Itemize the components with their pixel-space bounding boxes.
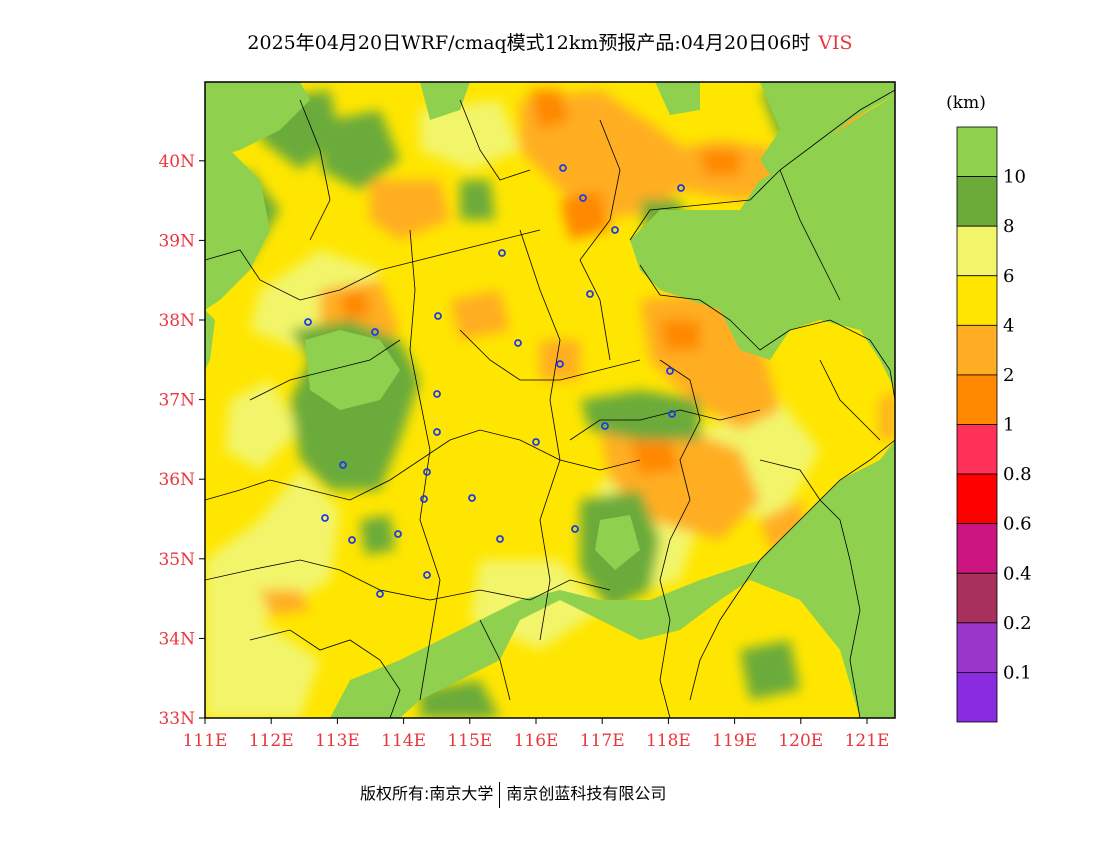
- colorbar-swatch: [956, 225, 998, 277]
- colorbar-label: 0.8: [1003, 464, 1032, 485]
- lon-tick-label: 116E: [514, 731, 559, 751]
- map-title: 2025年04月20日WRF/cmaq模式12km预报产品:04月20日06时 V…: [0, 28, 1100, 55]
- lon-tick-label: 115E: [447, 731, 492, 751]
- copyright-company: 南京创蓝科技有限公司: [506, 784, 667, 803]
- colorbar-swatch: [956, 176, 998, 227]
- colorbar-swatch: [956, 126, 998, 177]
- lon-tick-label: 113E: [315, 731, 360, 751]
- colorbar-label: 2: [1003, 365, 1014, 386]
- colorbar-label: 8: [1003, 216, 1014, 237]
- lat-tick-label: 40N: [158, 152, 195, 172]
- colorbar-label: 4: [1003, 315, 1014, 336]
- lat-tick-label: 35N: [158, 550, 195, 570]
- colorbar-swatch: [956, 672, 998, 723]
- colorbar-label: 1: [1003, 415, 1014, 436]
- colorbar-label: 0.1: [1003, 662, 1032, 683]
- lat-tick-label: 38N: [158, 311, 195, 331]
- colorbar-unit: (km): [946, 93, 986, 113]
- colorbar-label: 0.6: [1003, 514, 1032, 535]
- lon-tick-label: 114E: [381, 731, 426, 751]
- title-text: 2025年04月20日WRF/cmaq模式12km预报产品:04月20日06时: [247, 32, 811, 54]
- lat-tick-label: 39N: [158, 231, 195, 251]
- colorbar-swatch: [956, 473, 998, 525]
- colorbar-label: 6: [1003, 266, 1014, 287]
- colorbar-swatch: [956, 424, 998, 475]
- colorbar-swatch: [956, 374, 998, 425]
- lon-tick-label: 111E: [183, 731, 228, 751]
- lat-tick-label: 33N: [158, 709, 195, 729]
- colorbar-swatch: [956, 572, 998, 624]
- colorbar: 10 8 6 4 2 1 0.8 0.6 0.4 0.2 0.1: [956, 126, 1032, 723]
- lon-tick-label: 112E: [249, 731, 294, 751]
- city-markers: [304, 164, 685, 598]
- sea-area: [330, 95, 895, 718]
- lon-tick-label: 118E: [646, 731, 691, 751]
- colorbar-label: 0.2: [1003, 613, 1032, 634]
- longitude-axis: 111E 112E 113E 114E 115E 116E 117E 118E 119E 120E…: [183, 718, 890, 751]
- latitude-axis: 33N 34N 35N 36N 37N 38N 39N 40N: [158, 152, 205, 729]
- colorbar-swatch: [956, 523, 998, 574]
- colorbar-label: 0.4: [1003, 563, 1032, 584]
- lat-tick-label: 34N: [158, 629, 195, 649]
- lon-tick-label: 119E: [712, 731, 757, 751]
- colorbar-swatch: [956, 275, 998, 326]
- copyright-footer: 版权所有:南京大学 南京创蓝科技有限公司: [360, 780, 666, 808]
- colorbar-swatch: [956, 324, 998, 376]
- visibility-field: [205, 82, 895, 718]
- lon-tick-label: 121E: [845, 731, 890, 751]
- lat-tick-label: 37N: [158, 391, 195, 411]
- lon-tick-label: 117E: [580, 731, 625, 751]
- boundaries: [205, 89, 895, 718]
- lon-tick-label: 120E: [778, 731, 823, 751]
- colorbar-swatch: [956, 622, 998, 673]
- lat-tick-label: 36N: [158, 470, 195, 490]
- variable-label: VIS: [818, 32, 853, 54]
- copyright-owner: 版权所有:南京大学: [360, 784, 494, 803]
- footer-divider: [499, 781, 501, 808]
- colorbar-label: 10: [1003, 167, 1026, 188]
